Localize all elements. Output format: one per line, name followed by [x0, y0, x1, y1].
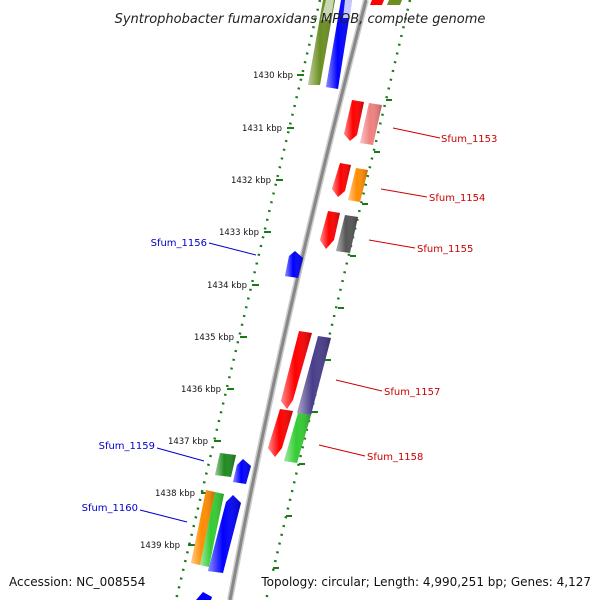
gene-label-sfum-1156[interactable]: Sfum_1156: [151, 238, 207, 249]
gene-arrow[interactable]: [284, 413, 311, 463]
gene-arrow[interactable]: [326, 0, 352, 89]
gene-arrow[interactable]: [233, 459, 251, 484]
leader-line-sfum-1158: [318, 444, 366, 457]
gene-label-sfum-1159[interactable]: Sfum_1159: [99, 441, 155, 452]
kbp-label: 1434 kbp: [207, 281, 247, 291]
ruler-lines: [174, 0, 412, 600]
gene-arrow[interactable]: [332, 163, 351, 197]
genome-summary-text: Topology: circular; Length: 4,990,251 bp…: [260, 575, 591, 589]
genome-title: Syntrophobacter fumaroxidans MPOB, compl…: [115, 12, 486, 27]
gene-label-sfum-1157[interactable]: Sfum_1157: [384, 387, 440, 398]
gene-features: [191, 0, 402, 600]
gene-arrow[interactable]: [360, 103, 382, 145]
gene-label-sfum-1160[interactable]: Sfum_1160: [82, 503, 138, 514]
gene-labels: Sfum_1153 Sfum_1154 Sfum_1155 Sfum_1156 …: [82, 134, 498, 514]
gene-arrow[interactable]: [344, 100, 364, 141]
gene-arrow[interactable]: [200, 492, 224, 567]
gene-arrow[interactable]: [196, 592, 212, 600]
gene-arrow[interactable]: [321, 0, 334, 20]
kbp-label: 1431 kbp: [242, 124, 282, 134]
leader-line-sfum-1157: [335, 379, 383, 392]
gene-arrow[interactable]: [370, 0, 384, 5]
kbp-label: 1438 kbp: [155, 489, 195, 499]
kbp-label: 1439 kbp: [140, 541, 180, 551]
gene-label-sfum-1154[interactable]: Sfum_1154: [429, 193, 485, 204]
footer-accession-bg: [4, 572, 150, 590]
gene-arrow[interactable]: [268, 409, 293, 457]
leader-line-sfum-1155: [368, 239, 416, 249]
kbp-label: 1432 kbp: [231, 176, 271, 186]
gene-arrow[interactable]: [336, 215, 358, 253]
gene-arrow[interactable]: [297, 336, 331, 415]
gene-arrow[interactable]: [285, 251, 303, 278]
gene-arrow[interactable]: [281, 331, 312, 409]
left-ruler-line: [174, 0, 322, 600]
right-ruler-line: [264, 0, 412, 600]
kbp-label: 1435 kbp: [194, 333, 234, 343]
kbp-label: 1430 kbp: [253, 71, 293, 81]
gene-arrow[interactable]: [348, 168, 368, 202]
gene-label-sfum-1155[interactable]: Sfum_1155: [417, 244, 473, 255]
label-leader-lines: [139, 127, 441, 523]
gene-arrow[interactable]: [343, 0, 352, 18]
leader-line-sfum-1154: [380, 188, 428, 198]
leader-line-sfum-1156: [208, 242, 257, 256]
gene-arrow[interactable]: [387, 0, 402, 5]
gene-arrow[interactable]: [320, 211, 340, 249]
leader-line-sfum-1153: [392, 127, 441, 139]
footer-summary-bg: [256, 572, 596, 590]
genome-backbone: [227, 0, 369, 600]
kbp-label: 1433 kbp: [219, 228, 259, 238]
kbp-labels: 1430 kbp 1431 kbp 1432 kbp 1433 kbp 1434…: [140, 71, 293, 551]
leader-line-sfum-1160: [139, 509, 188, 523]
gene-arrow[interactable]: [191, 490, 215, 565]
gene-arrow[interactable]: [215, 453, 236, 477]
gene-arrow[interactable]: [308, 0, 335, 85]
kbp-label: 1437 kbp: [168, 437, 208, 447]
kbp-tick-marks: [188, 74, 392, 569]
gene-label-sfum-1158[interactable]: Sfum_1158: [367, 452, 423, 463]
kbp-label: 1436 kbp: [181, 385, 221, 395]
leader-line-sfum-1159: [156, 447, 205, 462]
gene-label-sfum-1153[interactable]: Sfum_1153: [441, 134, 497, 145]
gene-arrow[interactable]: [208, 495, 241, 573]
accession-text: Accession: NC_008554: [9, 575, 145, 589]
